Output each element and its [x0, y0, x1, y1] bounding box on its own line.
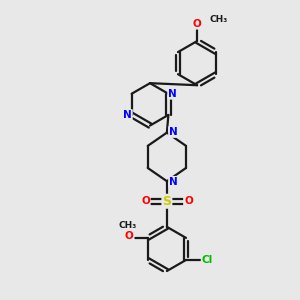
Text: O: O: [125, 231, 134, 242]
Text: O: O: [193, 19, 202, 29]
Text: O: O: [141, 196, 150, 206]
Text: S: S: [162, 195, 171, 208]
Text: Cl: Cl: [202, 255, 213, 265]
Text: O: O: [184, 196, 193, 206]
Text: N: N: [169, 127, 178, 137]
Text: N: N: [123, 110, 132, 120]
Text: CH₃: CH₃: [209, 15, 228, 24]
Text: N: N: [168, 89, 177, 99]
Text: N: N: [169, 177, 178, 187]
Text: CH₃: CH₃: [119, 221, 137, 230]
